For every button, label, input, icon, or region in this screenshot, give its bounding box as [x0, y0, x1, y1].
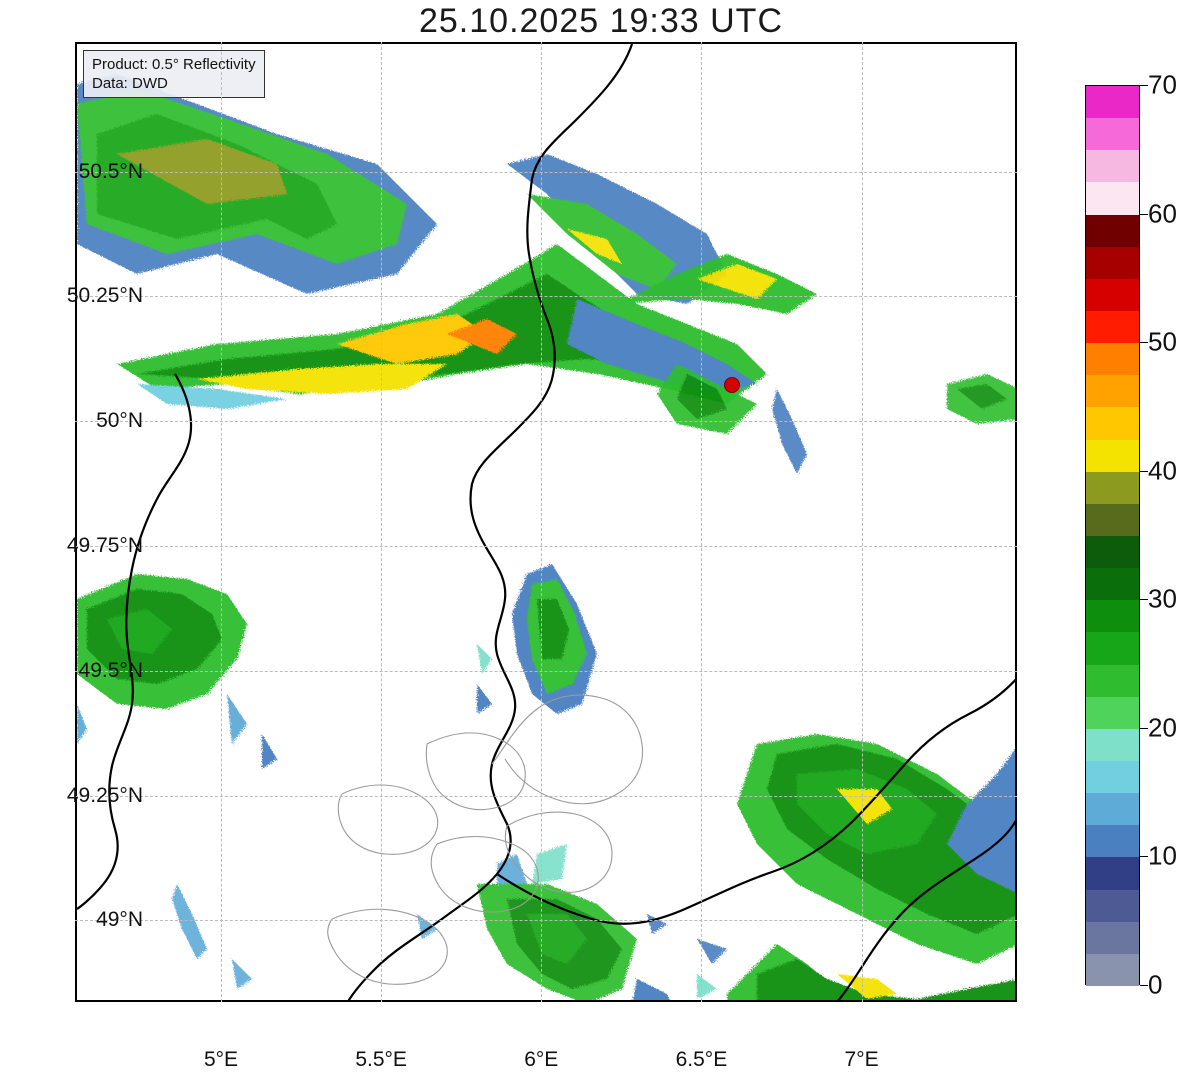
colorbar-segment: [1086, 697, 1139, 729]
colorbar-segment: [1086, 761, 1139, 793]
colorbar-segment: [1086, 729, 1139, 761]
colorbar-tick-mark: [1140, 599, 1148, 600]
location-marker[interactable]: [724, 377, 740, 393]
colorbar-tick-mark: [1140, 728, 1148, 729]
colorbar-tick-label: 10: [1148, 841, 1177, 872]
x-axis-tick-label: 6°E: [524, 1048, 558, 1072]
map-plot-area: Product: 0.5° Reflectivity Data: DWD: [75, 42, 1017, 1002]
colorbar-segment: [1086, 472, 1139, 504]
colorbar-segment: [1086, 665, 1139, 697]
x-axis-tick-label: 5.5°E: [355, 1048, 407, 1072]
colorbar-segment: [1086, 954, 1139, 986]
radar-map-screenshot: 25.10.2025 19:33 UTC: [0, 0, 1202, 1081]
colorbar-tick-label: 60: [1148, 198, 1177, 229]
colorbar-tick-label: 30: [1148, 584, 1177, 615]
colorbar-tick-mark: [1140, 342, 1148, 343]
colorbar-segment: [1086, 150, 1139, 182]
x-axis-tick-label: 5°E: [204, 1048, 238, 1072]
colorbar-tick-label: 70: [1148, 70, 1177, 101]
colorbar-segment: [1086, 343, 1139, 375]
colorbar-tick-mark: [1140, 856, 1148, 857]
colorbar-tick-mark: [1140, 471, 1148, 472]
x-axis-tick-label: 7°E: [845, 1048, 879, 1072]
colorbar-tick-label: 0: [1148, 970, 1162, 1001]
colorbar-segment: [1086, 600, 1139, 632]
page-title: 25.10.2025 19:33 UTC: [0, 2, 1202, 41]
colorbar-segment: [1086, 279, 1139, 311]
colorbar-segment: [1086, 440, 1139, 472]
colorbar-segment: [1086, 118, 1139, 150]
colorbar-segment: [1086, 825, 1139, 857]
colorbar-segment: [1086, 215, 1139, 247]
colorbar-segment: [1086, 311, 1139, 343]
country-border-overlay: [77, 44, 1017, 1002]
colorbar-segment: [1086, 536, 1139, 568]
colorbar-segment: [1086, 504, 1139, 536]
colorbar-segment: [1086, 375, 1139, 407]
colorbar-segment: [1086, 857, 1139, 889]
colorbar-segment: [1086, 890, 1139, 922]
colorbar-segment: [1086, 86, 1139, 118]
colorbar-tick-mark: [1140, 985, 1148, 986]
colorbar-segment: [1086, 247, 1139, 279]
colorbar-segment: [1086, 182, 1139, 214]
colorbar-gradient: [1085, 85, 1140, 985]
colorbar-tick-label: 50: [1148, 327, 1177, 358]
colorbar-tick-label: 20: [1148, 712, 1177, 743]
colorbar-segment: [1086, 568, 1139, 600]
colorbar-segment: [1086, 922, 1139, 954]
colorbar-tick-mark: [1140, 214, 1148, 215]
colorbar-tick-label: 40: [1148, 455, 1177, 486]
info-line-product: Product: 0.5° Reflectivity: [92, 55, 256, 74]
info-line-data: Data: DWD: [92, 74, 256, 93]
x-axis-tick-label: 6.5°E: [676, 1048, 728, 1072]
product-info-box: Product: 0.5° Reflectivity Data: DWD: [83, 50, 265, 98]
colorbar-segment: [1086, 632, 1139, 664]
colorbar-tick-mark: [1140, 85, 1148, 86]
colorbar-segment: [1086, 793, 1139, 825]
colorbar-segment: [1086, 407, 1139, 439]
